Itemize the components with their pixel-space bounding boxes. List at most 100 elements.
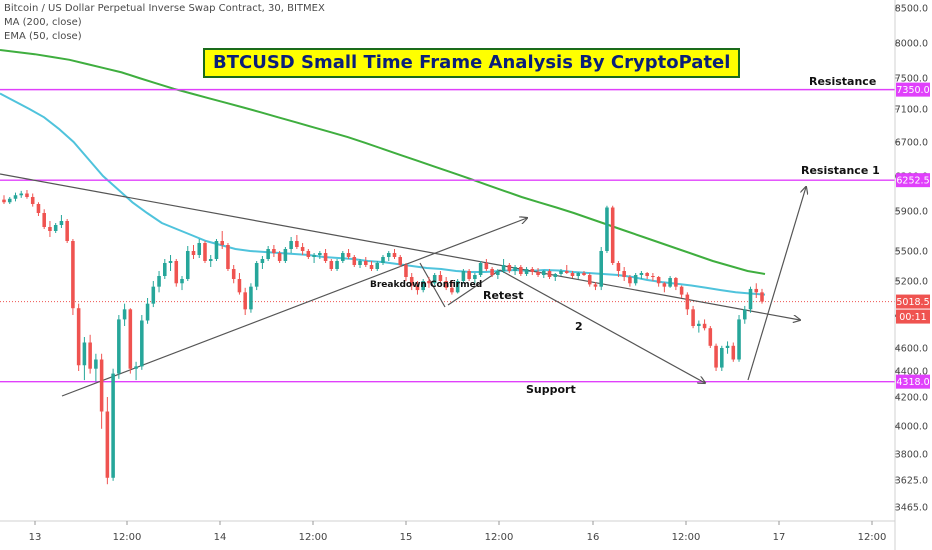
candle-body <box>633 275 638 284</box>
candle-body <box>134 366 138 369</box>
trendlines[interactable] <box>0 173 806 397</box>
candle-body <box>507 265 512 271</box>
candle-body <box>30 197 35 204</box>
candle-body <box>628 277 632 284</box>
candle-body <box>266 249 270 259</box>
time-tick-label: 12:00 <box>672 532 701 543</box>
candle-body <box>438 275 443 281</box>
candle-body <box>260 259 265 263</box>
time-tick-label: 13 <box>29 532 42 543</box>
candle-body <box>277 253 282 261</box>
candle-body <box>214 241 219 259</box>
candle-body <box>48 227 52 231</box>
candle-body <box>714 345 718 368</box>
candle-body <box>737 319 741 360</box>
candle-body <box>36 204 41 213</box>
price-tick-label: 4600.0 <box>895 344 928 355</box>
resistance-1-label: Resistance 1 <box>801 164 880 177</box>
candle-body <box>318 253 322 255</box>
candle-body <box>254 263 259 287</box>
candle-body <box>748 288 753 310</box>
chart-legend: Bitcoin / US Dollar Perpetual Inverse Sw… <box>4 2 325 44</box>
candle-body <box>731 345 736 360</box>
candle-body <box>651 276 655 277</box>
candle-body <box>128 309 133 369</box>
candle-body <box>358 261 362 265</box>
candle-body <box>501 265 506 271</box>
candle-body <box>691 309 695 326</box>
candle-body <box>725 345 730 348</box>
candle-body <box>679 286 684 295</box>
wave-2-label: 2 <box>575 320 583 333</box>
candle-body <box>94 359 98 369</box>
resistance-1-projection <box>747 187 806 381</box>
candle-body <box>444 281 448 288</box>
candle-body <box>151 286 156 304</box>
countdown-badge: 00:11 <box>899 312 926 323</box>
candle-body <box>25 193 29 197</box>
candle-body <box>7 198 12 203</box>
time-tick-label: 15 <box>400 532 413 543</box>
time-axis[interactable]: 13 12:00 14 12:00 15 12:00 16 12:00 17 12:00 <box>0 520 895 543</box>
candle-body <box>421 281 425 291</box>
candle-body <box>117 319 121 374</box>
price-tick-label: 4400.0 <box>895 367 928 378</box>
candle-body <box>720 348 724 368</box>
candle-body <box>197 243 202 255</box>
candle-body <box>76 308 81 366</box>
price-tick-label: 4200.0 <box>895 393 928 404</box>
candle-body <box>191 251 196 255</box>
candle-body <box>295 241 299 247</box>
retest-label: Retest <box>483 289 524 302</box>
candle-body <box>467 271 471 279</box>
candle-body <box>306 251 311 257</box>
candle-body <box>289 241 293 249</box>
candle-body <box>513 267 517 271</box>
candle-body <box>99 359 104 412</box>
breakdown-move <box>419 262 446 308</box>
candle-body <box>335 261 339 269</box>
price-axis[interactable]: 8500.08000.07500.07100.06700.06300.05900… <box>894 0 928 550</box>
candle-body <box>702 323 707 329</box>
candle-body <box>473 275 477 279</box>
candle-body <box>708 328 713 346</box>
retest-move <box>447 269 501 306</box>
price-tick-label: 8500.0 <box>895 4 928 15</box>
candle-body <box>455 281 460 293</box>
candle-body <box>392 253 397 257</box>
descending-resistance-trendline <box>0 173 800 320</box>
price-tick-label: 5900.0 <box>895 207 928 218</box>
candle-body <box>576 273 581 276</box>
candle-body <box>13 195 18 199</box>
candle-body <box>639 273 644 275</box>
candle-body <box>220 241 224 245</box>
wave-2-projection <box>499 269 705 383</box>
resistance-label: Resistance <box>809 75 877 88</box>
candle-body <box>168 261 173 263</box>
candle-body <box>375 263 380 269</box>
candle-body <box>697 323 701 326</box>
candle-body <box>593 284 598 287</box>
horizontal-levels[interactable] <box>0 88 895 383</box>
candle-body <box>237 279 242 293</box>
candle-body <box>19 193 24 196</box>
candle-body <box>398 257 403 265</box>
level-badge-2: 6252.5 <box>896 176 929 187</box>
candle-body <box>243 292 247 310</box>
candle-body <box>53 225 58 231</box>
candle-body <box>524 269 529 274</box>
symbol-legend: Bitcoin / US Dollar Perpetual Inverse Sw… <box>4 3 325 14</box>
candle-body <box>145 303 150 321</box>
candle-body <box>536 272 540 275</box>
price-tick-label: 6700.0 <box>895 138 928 149</box>
ma-legend: MA (200, close) <box>4 17 82 28</box>
price-tick-label: 3625.0 <box>895 476 928 487</box>
candle-body <box>157 276 161 287</box>
candle-body <box>272 249 276 253</box>
level-badge-1: 7350.0 <box>896 85 929 96</box>
countdown-badge-box <box>896 309 930 324</box>
candle-body <box>329 261 334 269</box>
candle-body <box>346 253 351 257</box>
candle-body <box>760 292 764 302</box>
